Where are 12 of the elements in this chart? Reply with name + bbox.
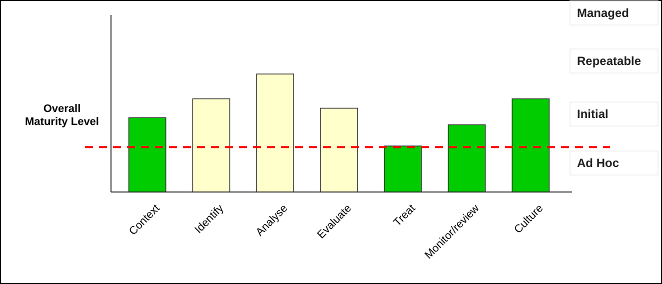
bar: [448, 124, 486, 192]
annotation: Initial: [577, 107, 608, 122]
bar: [320, 108, 358, 192]
bar: [256, 74, 294, 192]
text: Managed: [577, 6, 630, 20]
bar: [128, 117, 166, 192]
annotation: Ad Hoc: [577, 156, 620, 170]
bar: [384, 146, 422, 192]
bar: [512, 98, 550, 192]
bar: [192, 98, 230, 192]
text: Repeatable: [577, 54, 642, 68]
ref-line-label: Overall Maturity Level: [25, 103, 99, 128]
